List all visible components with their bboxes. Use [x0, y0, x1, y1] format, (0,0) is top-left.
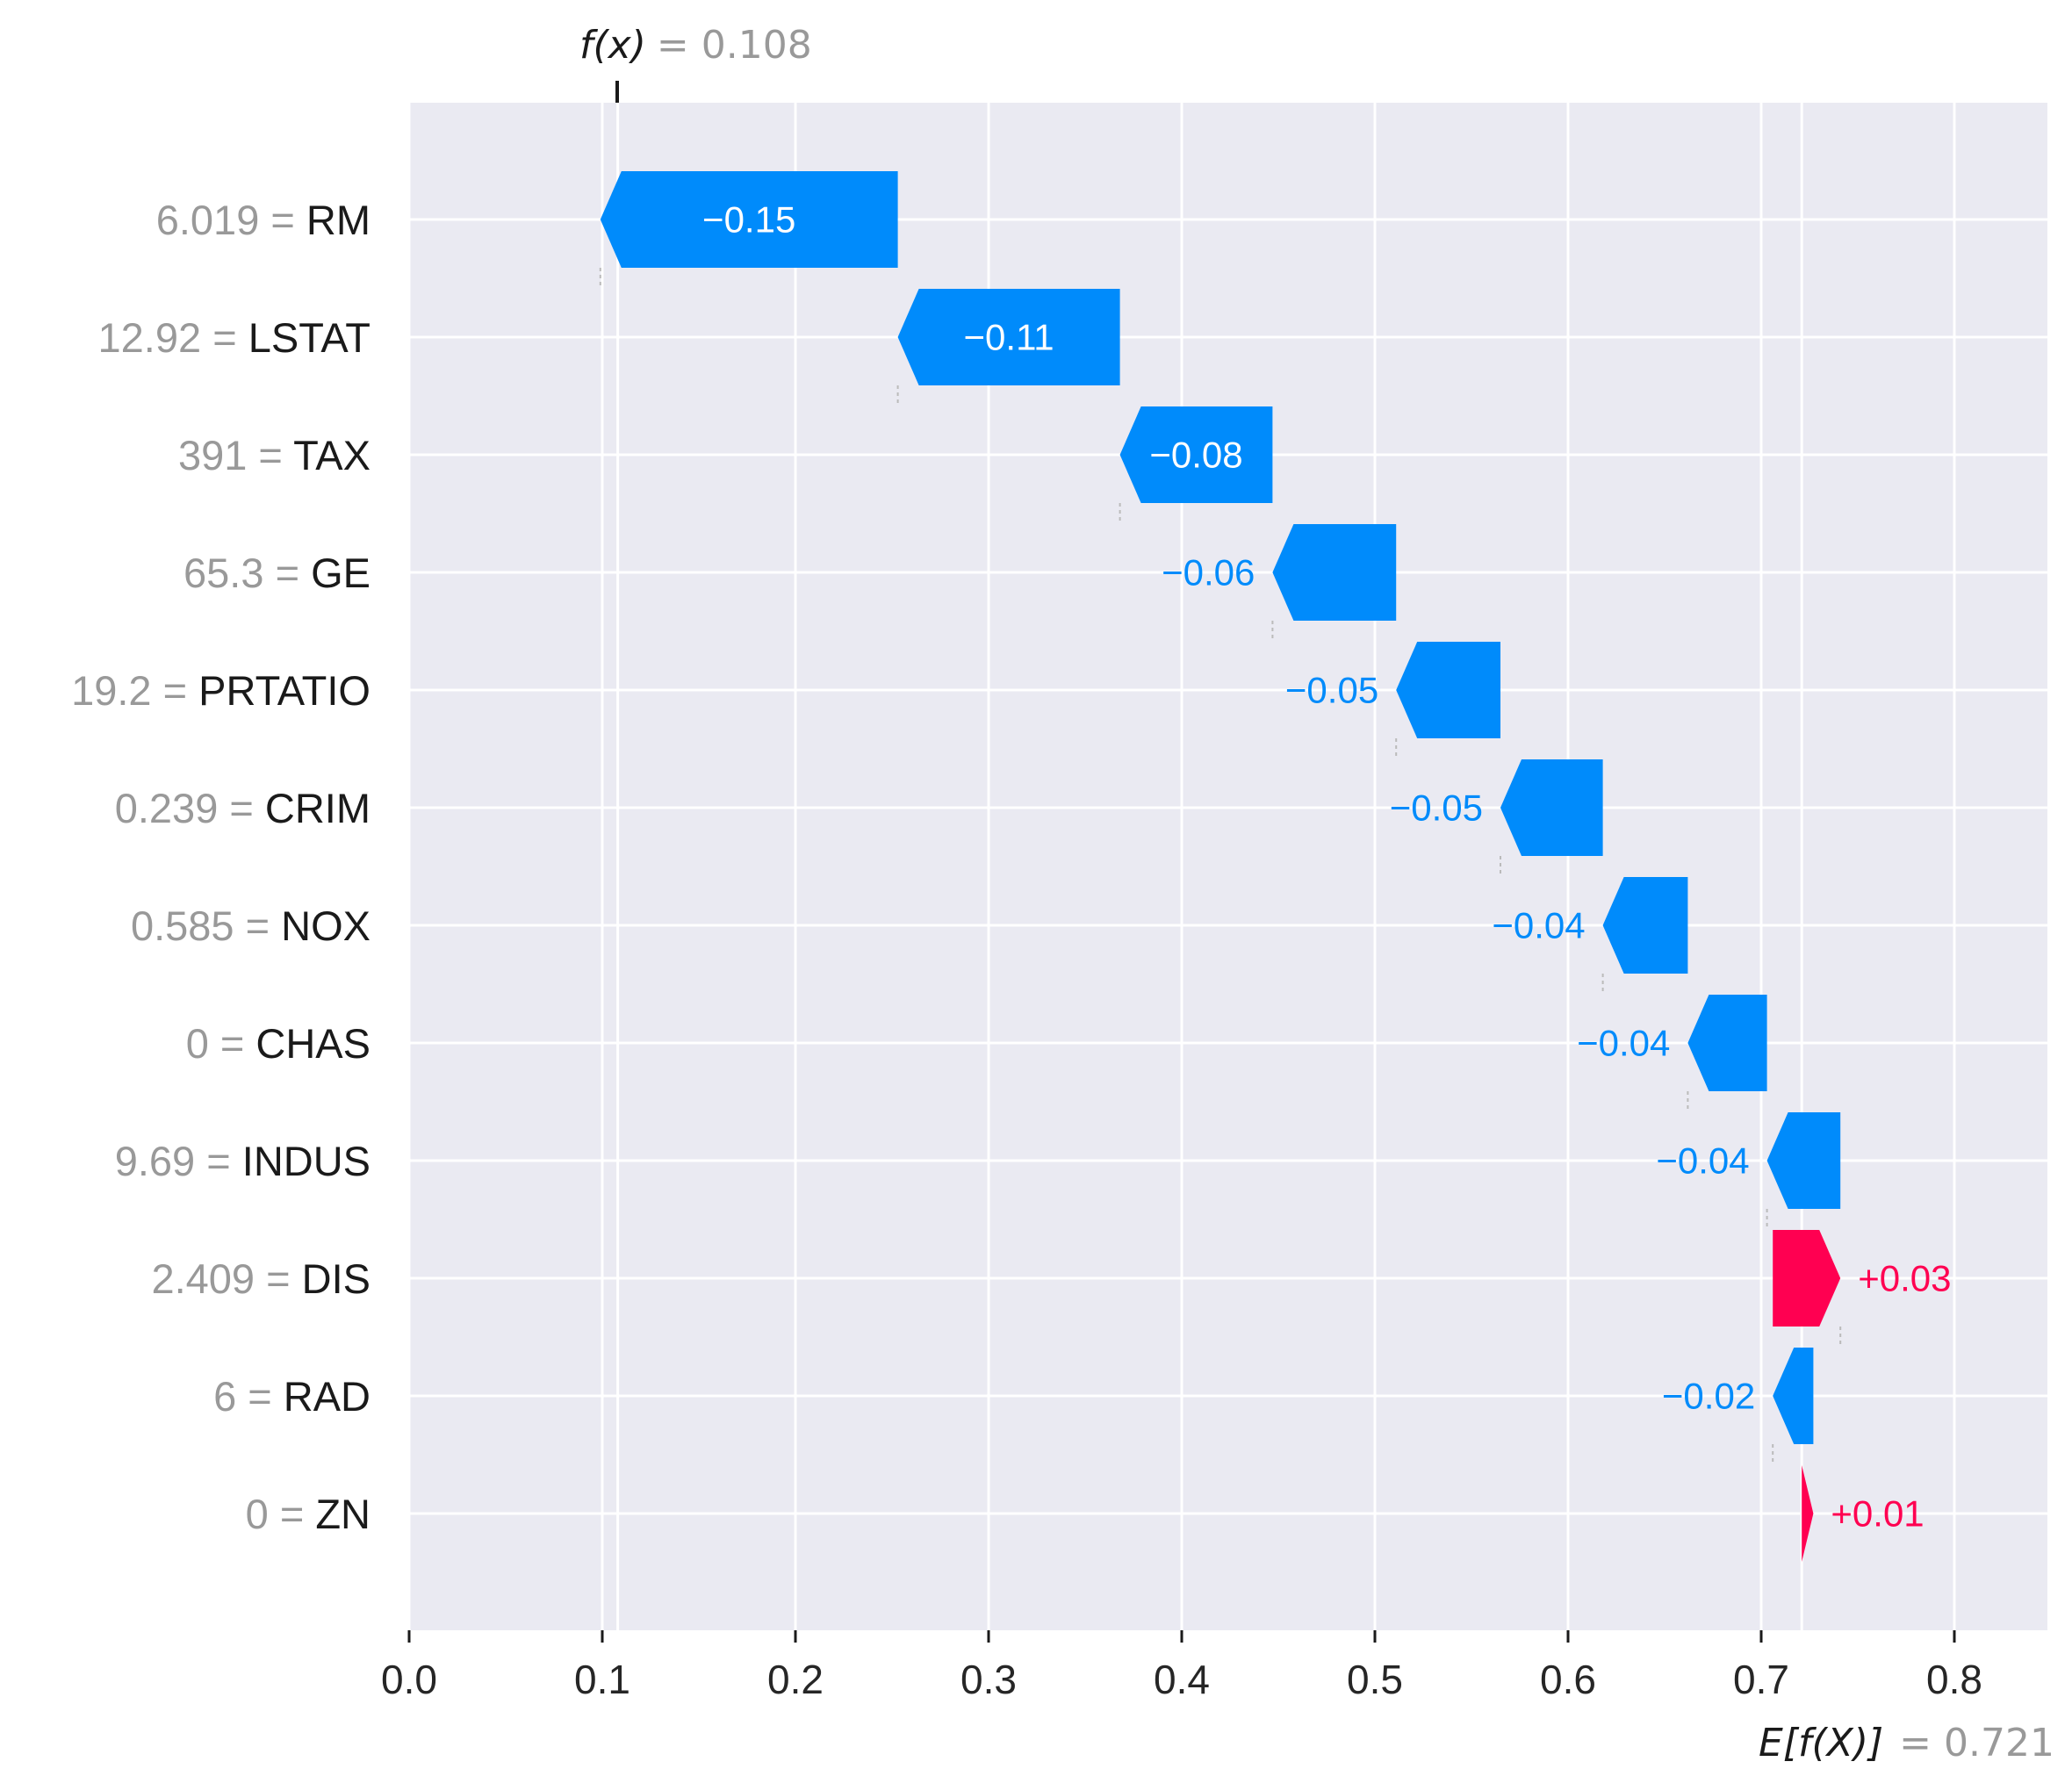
feature-value: 0 =	[246, 1491, 316, 1537]
feature-name: LSTAT	[248, 314, 371, 361]
bar-value-label: +0.03	[1858, 1258, 1951, 1299]
ex-label: E[f(X)]	[1759, 1721, 1883, 1765]
bar-value-label: −0.04	[1492, 905, 1585, 946]
feature-name: CRIM	[265, 785, 371, 831]
bar-value-label: −0.02	[1662, 1376, 1755, 1417]
bar-value-label: −0.06	[1162, 552, 1255, 593]
feature-name: TAX	[293, 432, 371, 478]
feature-name: RM	[306, 197, 371, 243]
feature-value: 6.019 =	[156, 197, 306, 243]
feature-name: CHAS	[255, 1020, 371, 1067]
feature-value: 0 =	[186, 1020, 256, 1067]
bar-value-label: −0.15	[702, 199, 795, 241]
y-tick-label: 65.3 = GE	[183, 550, 371, 596]
y-tick-label: 0.585 = NOX	[131, 902, 371, 949]
feature-name: RAD	[284, 1373, 371, 1420]
waterfall-bar	[1802, 1465, 1814, 1562]
feature-value: 19.2 =	[71, 667, 198, 714]
plot-background	[409, 103, 2047, 1630]
x-tick-label: 0.7	[1733, 1657, 1789, 1702]
bar-value-label: −0.08	[1149, 435, 1242, 476]
feature-name: INDUS	[242, 1138, 371, 1184]
x-tick-label: 0.4	[1154, 1657, 1210, 1702]
x-tick-label: 0.1	[574, 1657, 630, 1702]
feature-value: 6 =	[213, 1373, 284, 1420]
y-tick-label: 2.409 = DIS	[151, 1255, 371, 1302]
bar-value-label: +0.01	[1831, 1493, 1924, 1535]
waterfall-bar	[897, 289, 1120, 385]
x-tick-label: 0.0	[381, 1657, 437, 1702]
waterfall-bar	[1396, 642, 1500, 738]
fx-annotation: f(x) = 0.108	[579, 23, 812, 68]
feature-value: 0.239 =	[115, 785, 265, 831]
feature-name: GE	[311, 550, 371, 596]
waterfall-bar	[1500, 759, 1603, 856]
waterfall-bar	[1272, 524, 1397, 621]
x-tick-label: 0.8	[1926, 1657, 1982, 1702]
bar-value-label: −0.05	[1390, 787, 1483, 829]
feature-name: PRTATIO	[198, 667, 371, 714]
feature-value: 2.409 =	[151, 1255, 301, 1302]
feature-value: 12.92 =	[98, 314, 248, 361]
waterfall-bar	[1602, 877, 1688, 974]
bar-value-label: −0.05	[1285, 670, 1378, 711]
bar-value-label: −0.11	[964, 317, 1054, 358]
bars	[600, 171, 1841, 1562]
x-tick-label: 0.5	[1347, 1657, 1403, 1702]
feature-value: 391 =	[178, 432, 293, 478]
bar-labels: −0.15 −0.11 −0.08 −0.06 −0.05 −0.05 −0.04 −0.04…	[702, 199, 1951, 1535]
x-tick-label: 0.6	[1540, 1657, 1596, 1702]
feature-value: 65.3 =	[183, 550, 311, 596]
ex-value: 0.721	[1944, 1721, 2054, 1765]
y-tick-label: 6 = RAD	[213, 1373, 371, 1420]
y-tick-labels: 6.019 = RM 12.92 = LSTAT 391 = TAX 65.3 = G…	[71, 197, 371, 1537]
ex-annotation: E[f(X)] = 0.721	[1759, 1721, 2054, 1765]
feature-name: NOX	[281, 902, 371, 949]
feature-value: 9.69 =	[115, 1138, 242, 1184]
x-tick-labels: 0.0 0.1 0.2 0.3 0.4 0.5 0.6 0.7 0.8	[381, 1630, 1982, 1702]
y-tick-label: 19.2 = PRTATIO	[71, 667, 371, 714]
bar-value-label: −0.04	[1577, 1023, 1670, 1064]
y-tick-label: 0.239 = CRIM	[115, 785, 371, 831]
waterfall-bar	[600, 171, 898, 268]
bar-value-label: −0.04	[1656, 1140, 1749, 1182]
waterfall-bar	[1687, 995, 1767, 1091]
y-tick-label: 12.92 = LSTAT	[98, 314, 371, 361]
waterfall-bar	[1119, 406, 1273, 503]
feature-name: DIS	[302, 1255, 371, 1302]
y-tick-label: 391 = TAX	[178, 432, 371, 478]
y-tick-label: 0 = CHAS	[186, 1020, 371, 1067]
waterfall-bar	[1773, 1230, 1841, 1327]
fx-label: f(x)	[579, 23, 646, 68]
waterfall-bar	[1766, 1112, 1841, 1209]
y-tick-label: 6.019 = RM	[156, 197, 371, 243]
waterfall-bar	[1773, 1348, 1814, 1444]
fx-value: 0.108	[701, 23, 812, 68]
x-tick-label: 0.3	[960, 1657, 1017, 1702]
y-tick-label: 9.69 = INDUS	[115, 1138, 371, 1184]
feature-name: ZN	[315, 1491, 371, 1537]
feature-value: 0.585 =	[131, 902, 281, 949]
x-tick-label: 0.2	[767, 1657, 824, 1702]
connector-lines	[599, 268, 1842, 1465]
y-tick-label: 0 = ZN	[246, 1491, 371, 1537]
